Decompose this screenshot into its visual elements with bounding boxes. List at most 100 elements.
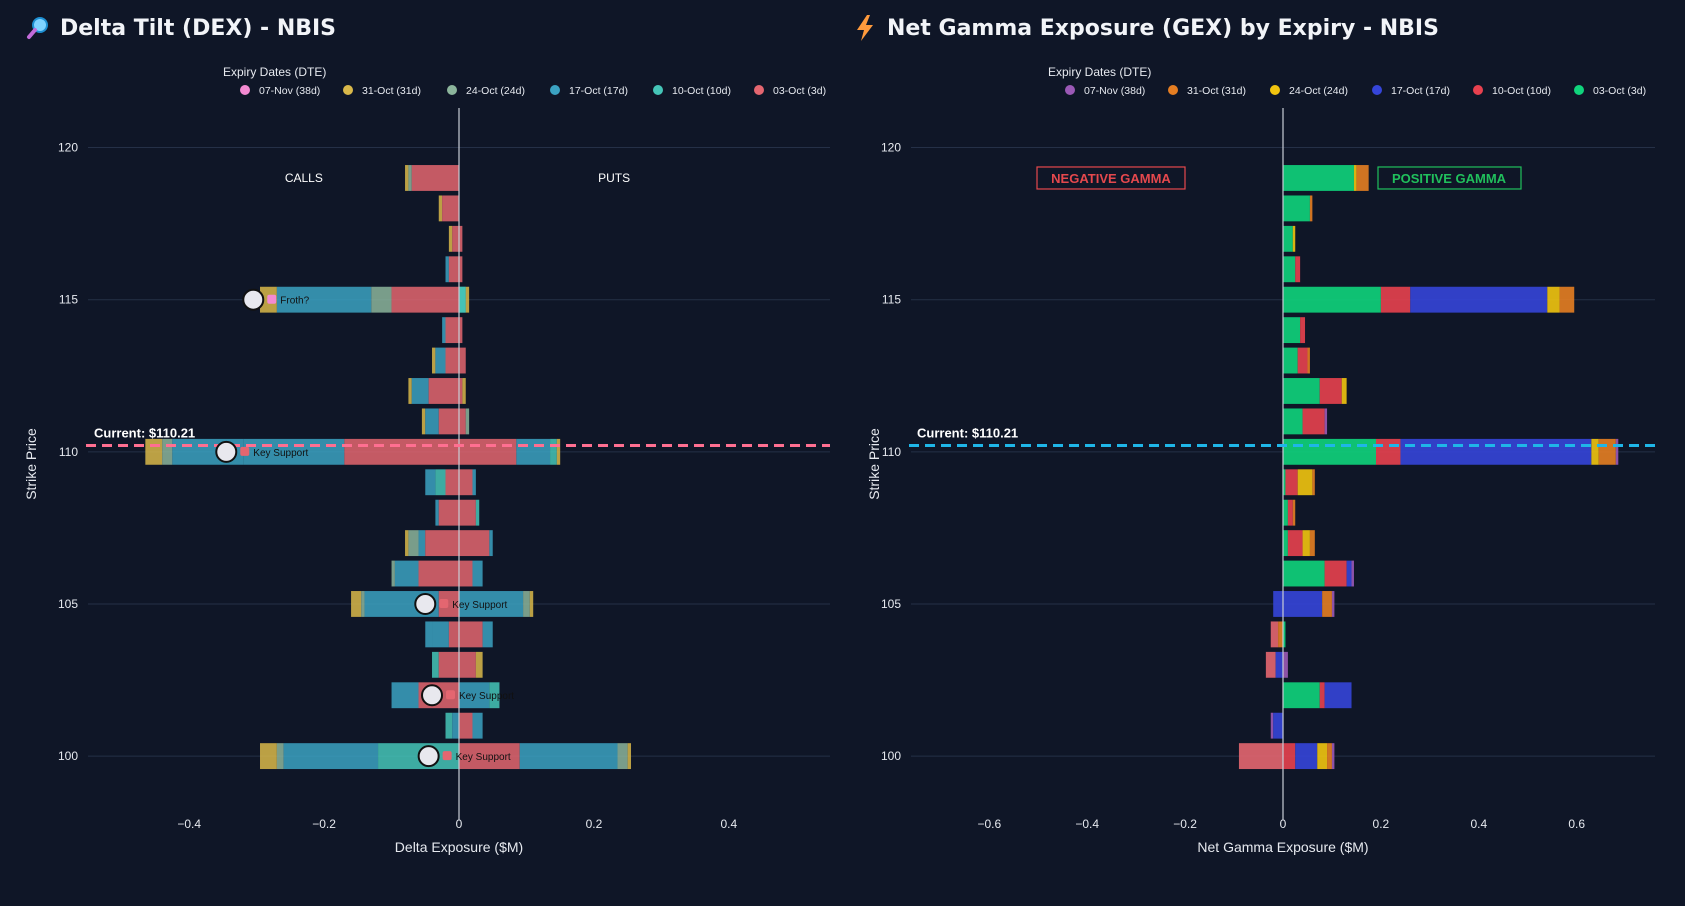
bar-segment-106	[1351, 560, 1354, 587]
bar-segment-101	[472, 712, 483, 739]
legend-label: 03-Oct (3d)	[773, 85, 826, 97]
bar-segment-111	[1302, 408, 1325, 435]
bar-segment-116	[1283, 256, 1296, 283]
annotation: Key Support	[215, 440, 309, 463]
bar-segment-110	[344, 438, 459, 465]
bar-segment-106	[459, 560, 473, 587]
bar-segment-118	[1309, 195, 1313, 222]
circle-marker-icon	[215, 440, 238, 463]
bar-segment-115	[1380, 286, 1411, 313]
bar-segment-109	[1283, 469, 1286, 496]
y-tick-label: 105	[881, 597, 901, 611]
bar-segment-110	[1376, 438, 1401, 465]
bar-segment-110	[556, 438, 561, 465]
bar-segment-112	[1341, 378, 1347, 404]
annotation-label: Key Support	[253, 448, 308, 459]
x-tick-label: −0.2	[312, 817, 336, 831]
bar-segment-116	[448, 256, 459, 283]
bar-segment-114	[445, 317, 459, 344]
bar-segment-119	[1356, 165, 1369, 191]
bar-segment-101	[452, 712, 459, 739]
bar-segment-103	[1275, 651, 1283, 678]
x-tick-label: 0.2	[586, 817, 603, 831]
bar-segment-103	[1283, 651, 1288, 678]
bar-segment-105	[1322, 591, 1332, 617]
bar-segment-116	[445, 256, 449, 283]
bar-segment-110	[1400, 438, 1592, 465]
bar-segment-109	[445, 469, 459, 496]
legend-label: 31-Oct (31d)	[362, 85, 421, 97]
bar-segment-110	[243, 438, 345, 465]
bar-segment-108	[1287, 499, 1293, 526]
legend-label: 24-Oct (24d)	[466, 85, 525, 97]
y-axis-label: Strike Price	[866, 428, 882, 500]
x-tick-label: 0	[1280, 817, 1287, 831]
bar-segment-110	[1615, 438, 1619, 465]
bar-segment-103	[432, 651, 439, 678]
bar-segment-111	[421, 408, 426, 435]
bar-segment-107	[1302, 530, 1310, 557]
bar-segment-105	[529, 591, 534, 617]
bar-segment-117	[452, 225, 459, 252]
y-tick-label: 110	[59, 445, 78, 459]
bar-segment-101	[1273, 712, 1283, 739]
legend-dot-icon	[550, 85, 560, 95]
bar-segment-113	[445, 347, 459, 374]
bar-segment-119	[411, 165, 459, 191]
bar-segment-115	[465, 286, 470, 313]
bar-segment-106	[418, 560, 459, 587]
legend-dot-icon	[1270, 85, 1280, 95]
x-axis-label: Delta Exposure ($M)	[395, 839, 523, 855]
legend-dot-icon	[343, 85, 353, 95]
bar-segment-111	[1283, 408, 1303, 435]
flag-emoji-icon	[446, 690, 456, 700]
legend-label: 17-Oct (17d)	[569, 85, 628, 97]
bar-segment-115	[391, 286, 459, 313]
bar-segment-108	[438, 499, 459, 526]
bar-segment-104	[1270, 621, 1279, 648]
y-tick-label: 100	[58, 749, 78, 763]
bar-segment-118	[438, 195, 443, 222]
x-tick-label: −0.4	[177, 817, 201, 831]
bar-segment-100	[519, 743, 618, 770]
circle-marker-icon	[414, 592, 437, 615]
legend-dot-icon	[1065, 85, 1075, 95]
bar-segment-106	[394, 560, 419, 587]
bar-segment-109	[1285, 469, 1298, 496]
y-tick-label: 105	[58, 597, 78, 611]
legend-label: 03-Oct (3d)	[1593, 85, 1646, 97]
annotation-label: Key Support	[459, 691, 514, 702]
bar-segment-107	[408, 530, 419, 557]
bar-segment-115	[459, 286, 466, 313]
legend-item: 07-Nov (38d)	[1065, 85, 1145, 97]
bar-segment-112	[462, 378, 466, 404]
puts-label: PUTS	[598, 171, 630, 185]
bar-segment-100	[1238, 743, 1283, 770]
legend-item: 03-Oct (3d)	[1574, 85, 1646, 97]
legend-label: 17-Oct (17d)	[1391, 85, 1450, 97]
dex-title-text: Delta Tilt (DEX) - NBIS	[60, 15, 337, 41]
bar-segment-102	[1319, 682, 1325, 709]
circle-marker-icon	[421, 684, 444, 707]
bar-segment-113	[1297, 347, 1308, 374]
bar-segment-108	[475, 499, 480, 526]
negative-gamma-label: NEGATIVE GAMMA	[1051, 171, 1171, 186]
bar-segment-104	[448, 621, 459, 648]
bar-segment-109	[1297, 469, 1313, 496]
legend-item: 10-Oct (10d)	[653, 85, 731, 97]
bar-segment-107	[489, 530, 493, 557]
positive-gamma-label: POSITIVE GAMMA	[1392, 171, 1507, 186]
legend-label: 10-Oct (10d)	[672, 85, 731, 97]
annotation: Key Support	[414, 592, 508, 615]
bar-segment-103	[438, 651, 459, 678]
legend-label: 10-Oct (10d)	[1492, 85, 1551, 97]
y-tick-label: 120	[881, 141, 901, 155]
bar-segment-110	[1591, 438, 1599, 465]
bar-segment-106	[472, 560, 483, 587]
annotation-label: Key Support	[452, 600, 507, 611]
flag-emoji-icon	[240, 446, 250, 456]
bar-segment-119	[405, 165, 409, 191]
legend-dot-icon	[653, 85, 663, 95]
bar-segment-115	[371, 286, 392, 313]
flag-emoji-icon	[442, 751, 452, 761]
